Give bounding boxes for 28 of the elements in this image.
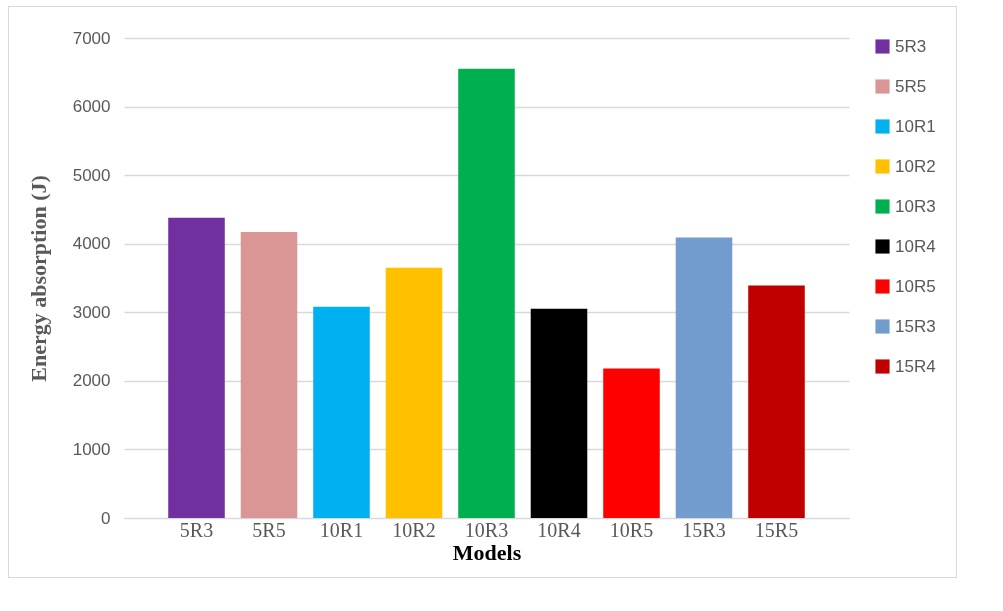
x-axis-title: Models xyxy=(452,539,522,565)
legend-label: 10R1 xyxy=(895,116,936,136)
legend-label: 5R5 xyxy=(895,76,927,96)
x-tick-label: 10R1 xyxy=(319,518,364,541)
x-tick-label: 15R5 xyxy=(754,518,799,541)
x-tick-label: 10R4 xyxy=(537,518,581,541)
y-tick-label: 6000 xyxy=(72,97,111,117)
y-axis-title: Energy absorption (J) xyxy=(25,175,51,382)
x-tick-label: 5R3 xyxy=(179,518,214,541)
x-tick-label: 5R5 xyxy=(252,518,286,541)
x-tick-label: 10R2 xyxy=(392,518,436,541)
y-tick-label: 7000 xyxy=(72,28,111,48)
y-tick-label: 1000 xyxy=(72,439,111,459)
legend-label: 5R3 xyxy=(895,36,927,56)
y-tick-label: 4000 xyxy=(72,234,111,254)
x-tick-label: 15R3 xyxy=(682,518,726,541)
y-tick-label: 5000 xyxy=(72,165,111,185)
legend-label: 15R3 xyxy=(895,316,936,336)
legend-label: 10R4 xyxy=(895,236,936,256)
legend-label: 10R3 xyxy=(895,196,936,216)
x-tick-label: 10R5 xyxy=(609,518,654,541)
x-tick-label: 10R3 xyxy=(464,518,509,541)
y-tick-label: 0 xyxy=(101,508,111,528)
y-tick-label: 3000 xyxy=(72,302,111,322)
legend-label: 10R5 xyxy=(895,276,936,296)
legend-label: 15R4 xyxy=(895,356,936,376)
y-tick-label: 2000 xyxy=(72,371,111,391)
legend-label: 10R2 xyxy=(895,156,936,176)
